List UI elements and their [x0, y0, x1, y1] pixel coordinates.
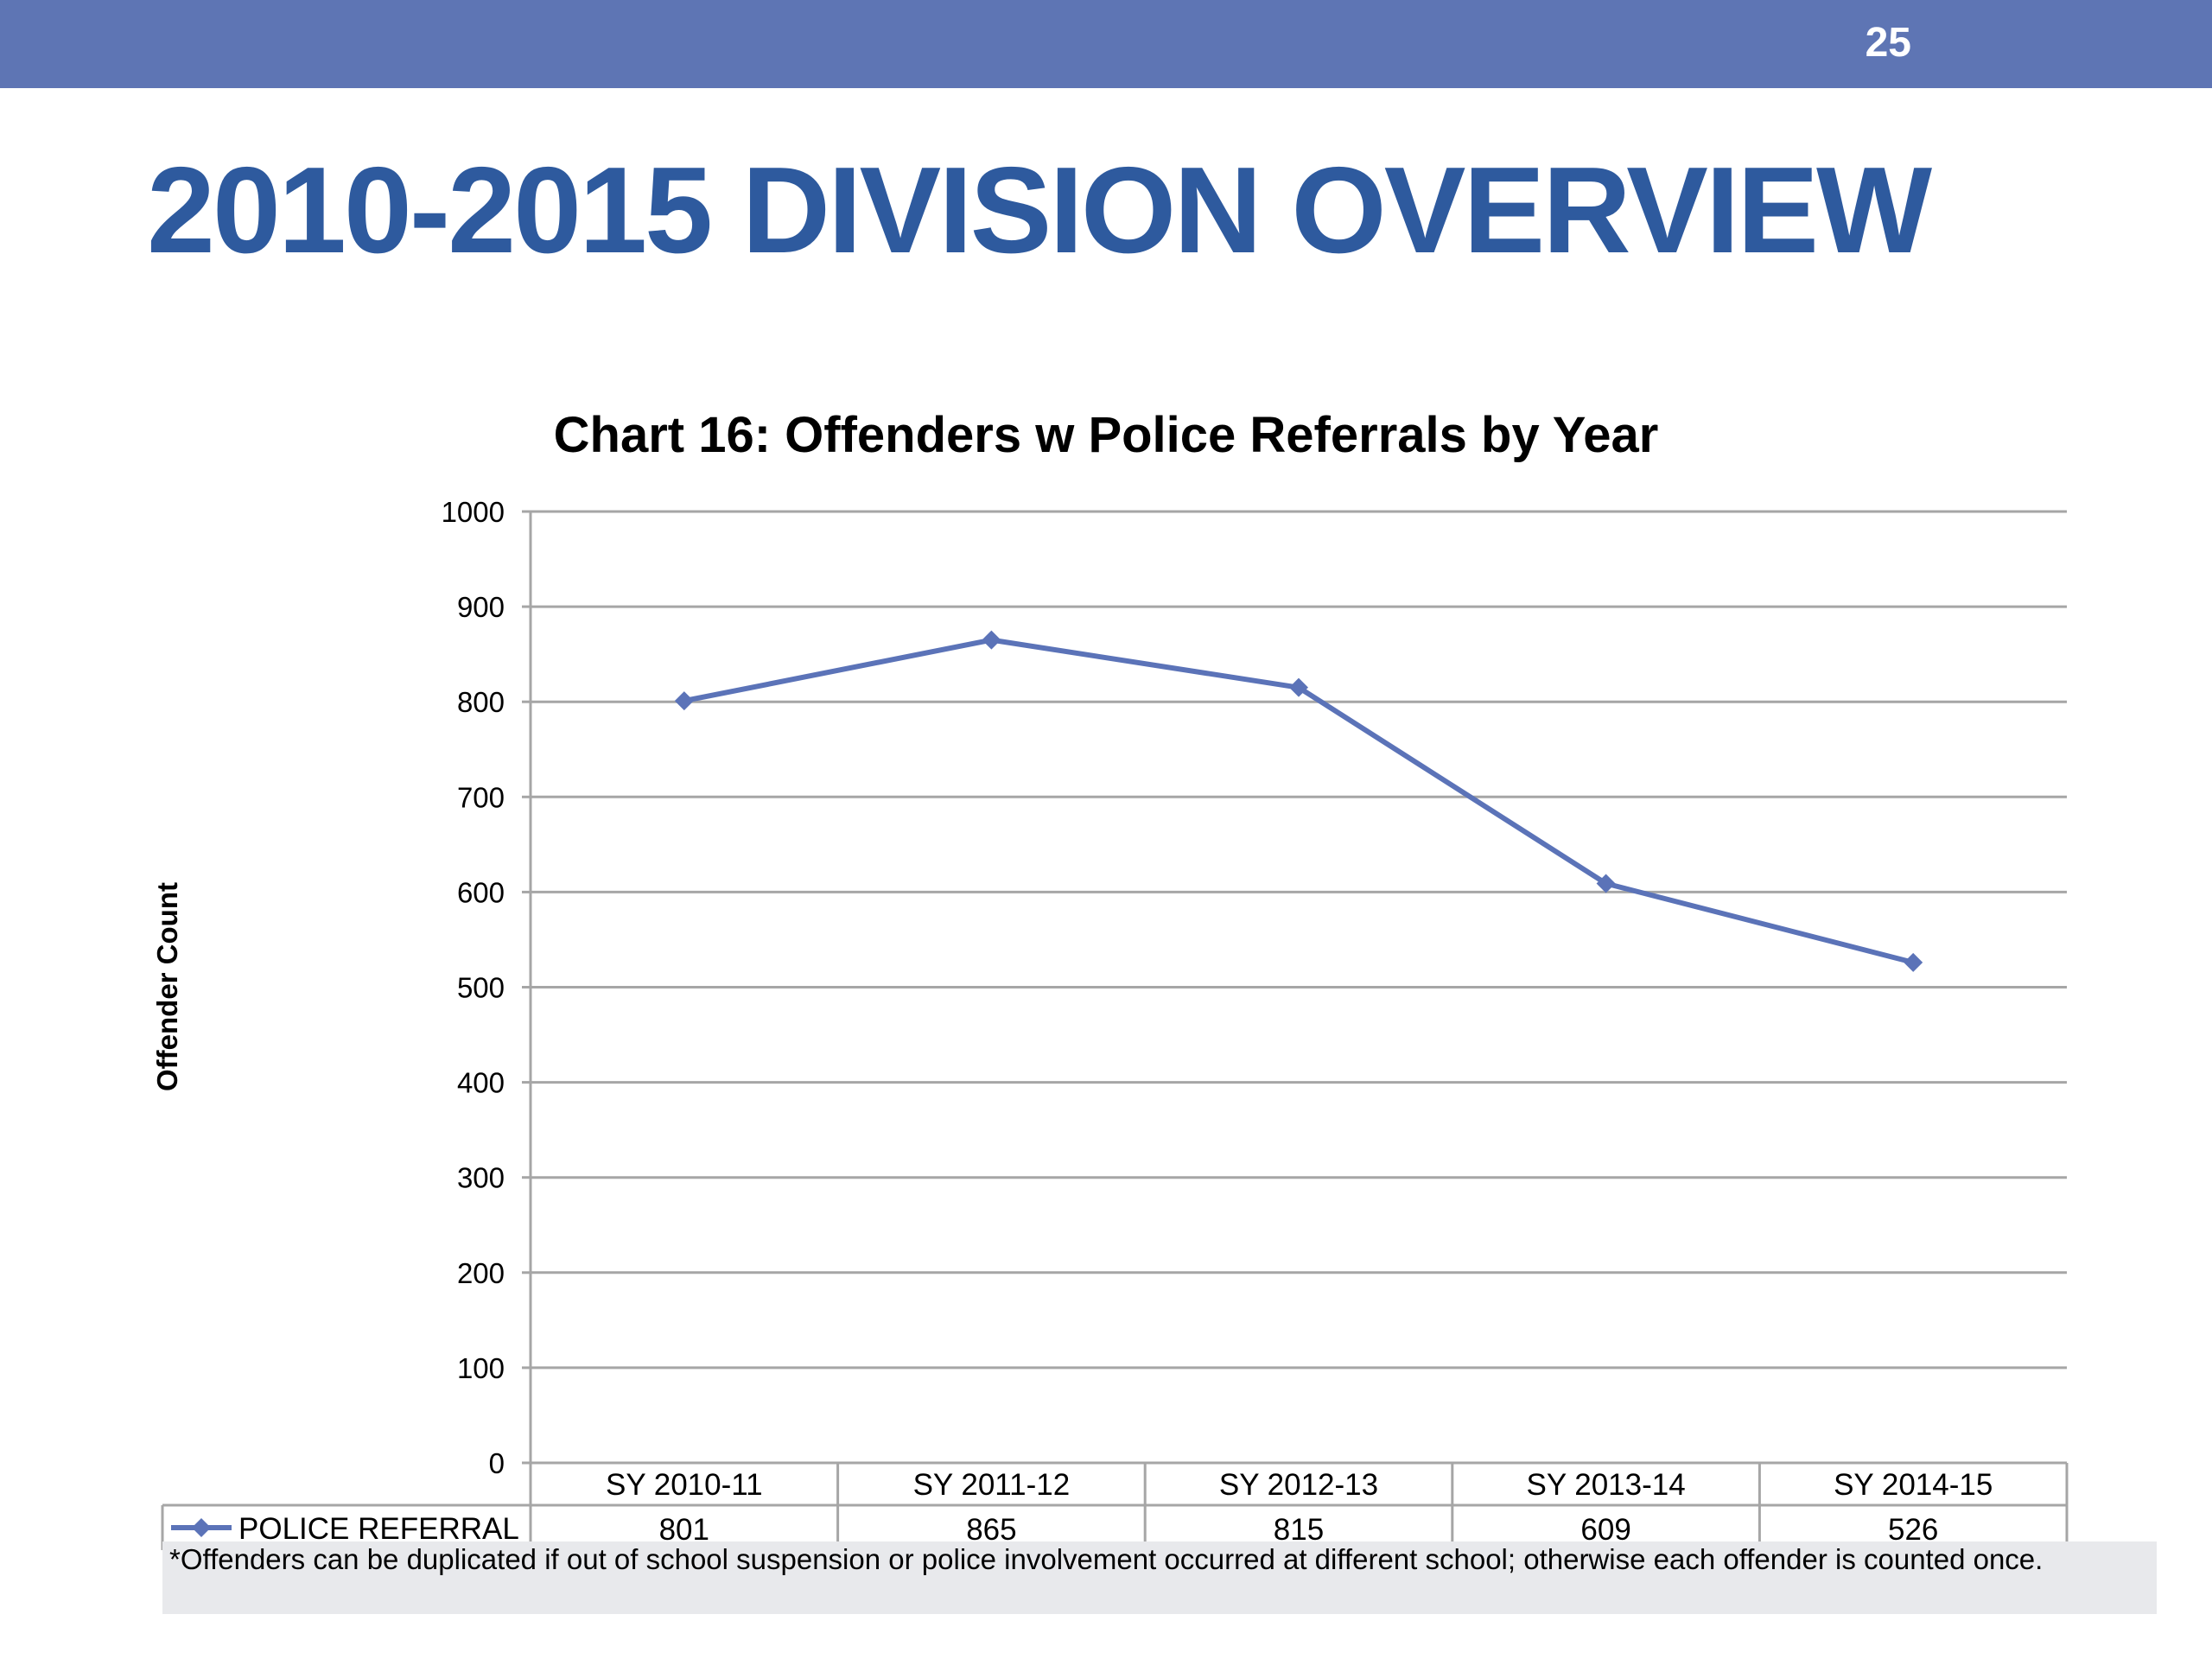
y-tick-label: 800 — [457, 686, 505, 718]
legend-marker-key — [192, 1518, 211, 1537]
y-tick-label: 1000 — [442, 496, 505, 528]
slide-title: 2010-2015 DIVISION OVERVIEW — [147, 142, 1932, 279]
data-point-marker — [674, 691, 694, 711]
x-category-label: SY 2014-15 — [1834, 1468, 1993, 1502]
y-tick-label: 400 — [457, 1067, 505, 1099]
y-tick-label: 300 — [457, 1162, 505, 1194]
y-tick-label: 900 — [457, 591, 505, 623]
header-bar: 25 — [0, 0, 2212, 88]
chart-title: Chart 16: Offenders w Police Referrals b… — [553, 407, 1659, 463]
x-category-label: SY 2011-12 — [913, 1468, 1071, 1502]
y-tick-label: 200 — [457, 1257, 505, 1289]
y-tick-label: 100 — [457, 1352, 505, 1384]
x-category-label: SY 2013-14 — [1526, 1468, 1685, 1502]
x-category-label: SY 2012-13 — [1219, 1468, 1378, 1502]
table-value-cell: 801 — [659, 1513, 709, 1547]
y-tick-label: 600 — [457, 876, 505, 908]
data-point-marker — [1289, 677, 1308, 697]
x-category-label: SY 2010-11 — [606, 1468, 763, 1502]
y-tick-label: 500 — [457, 972, 505, 1004]
y-tick-label: 0 — [489, 1447, 505, 1479]
table-value-cell: 609 — [1580, 1513, 1630, 1547]
data-point-marker — [982, 630, 1001, 650]
data-point-marker — [1596, 874, 1616, 893]
legend-series-label: POLICE REFERRAL — [238, 1512, 519, 1546]
footnote: *Offenders can be duplicated if out of s… — [162, 1541, 2157, 1614]
table-value-cell: 815 — [1274, 1513, 1324, 1547]
y-tick-label: 700 — [457, 781, 505, 813]
table-value-cell: 865 — [966, 1513, 1016, 1547]
page-number: 25 — [1865, 20, 1911, 66]
data-point-marker — [1904, 952, 1923, 972]
table-value-cell: 526 — [1888, 1513, 1938, 1547]
